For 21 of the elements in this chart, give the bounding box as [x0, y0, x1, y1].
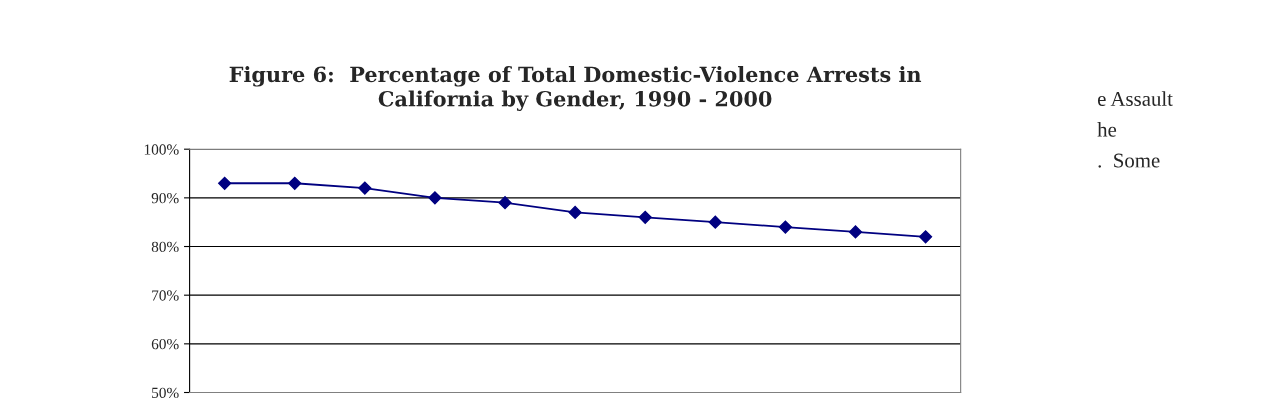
y-tick-label: 60%: [151, 338, 179, 350]
text: . Some: [1098, 153, 1160, 168]
point: [498, 196, 512, 210]
point: [358, 181, 372, 195]
point: [288, 176, 302, 190]
point: [848, 225, 863, 239]
point: [428, 191, 442, 205]
text: he: [1097, 122, 1117, 137]
point: [638, 210, 652, 224]
point: [778, 220, 792, 234]
y-tick-label: 70%: [152, 290, 179, 301]
point: [708, 215, 722, 229]
point: [568, 205, 582, 220]
point: [919, 230, 933, 244]
point: [218, 176, 232, 190]
text: e Assault: [1097, 91, 1173, 106]
y-tick-label: 90%: [151, 193, 179, 204]
y-tick-label: 50%: [152, 387, 179, 399]
y-tick-label: 100%: [144, 144, 179, 155]
chart-title: Figure 6: Percentage of Total Domestic-Violence Arrests in California by Gender, 1990 - 2000: [229, 66, 922, 111]
y-tick-label: 80%: [151, 241, 179, 253]
